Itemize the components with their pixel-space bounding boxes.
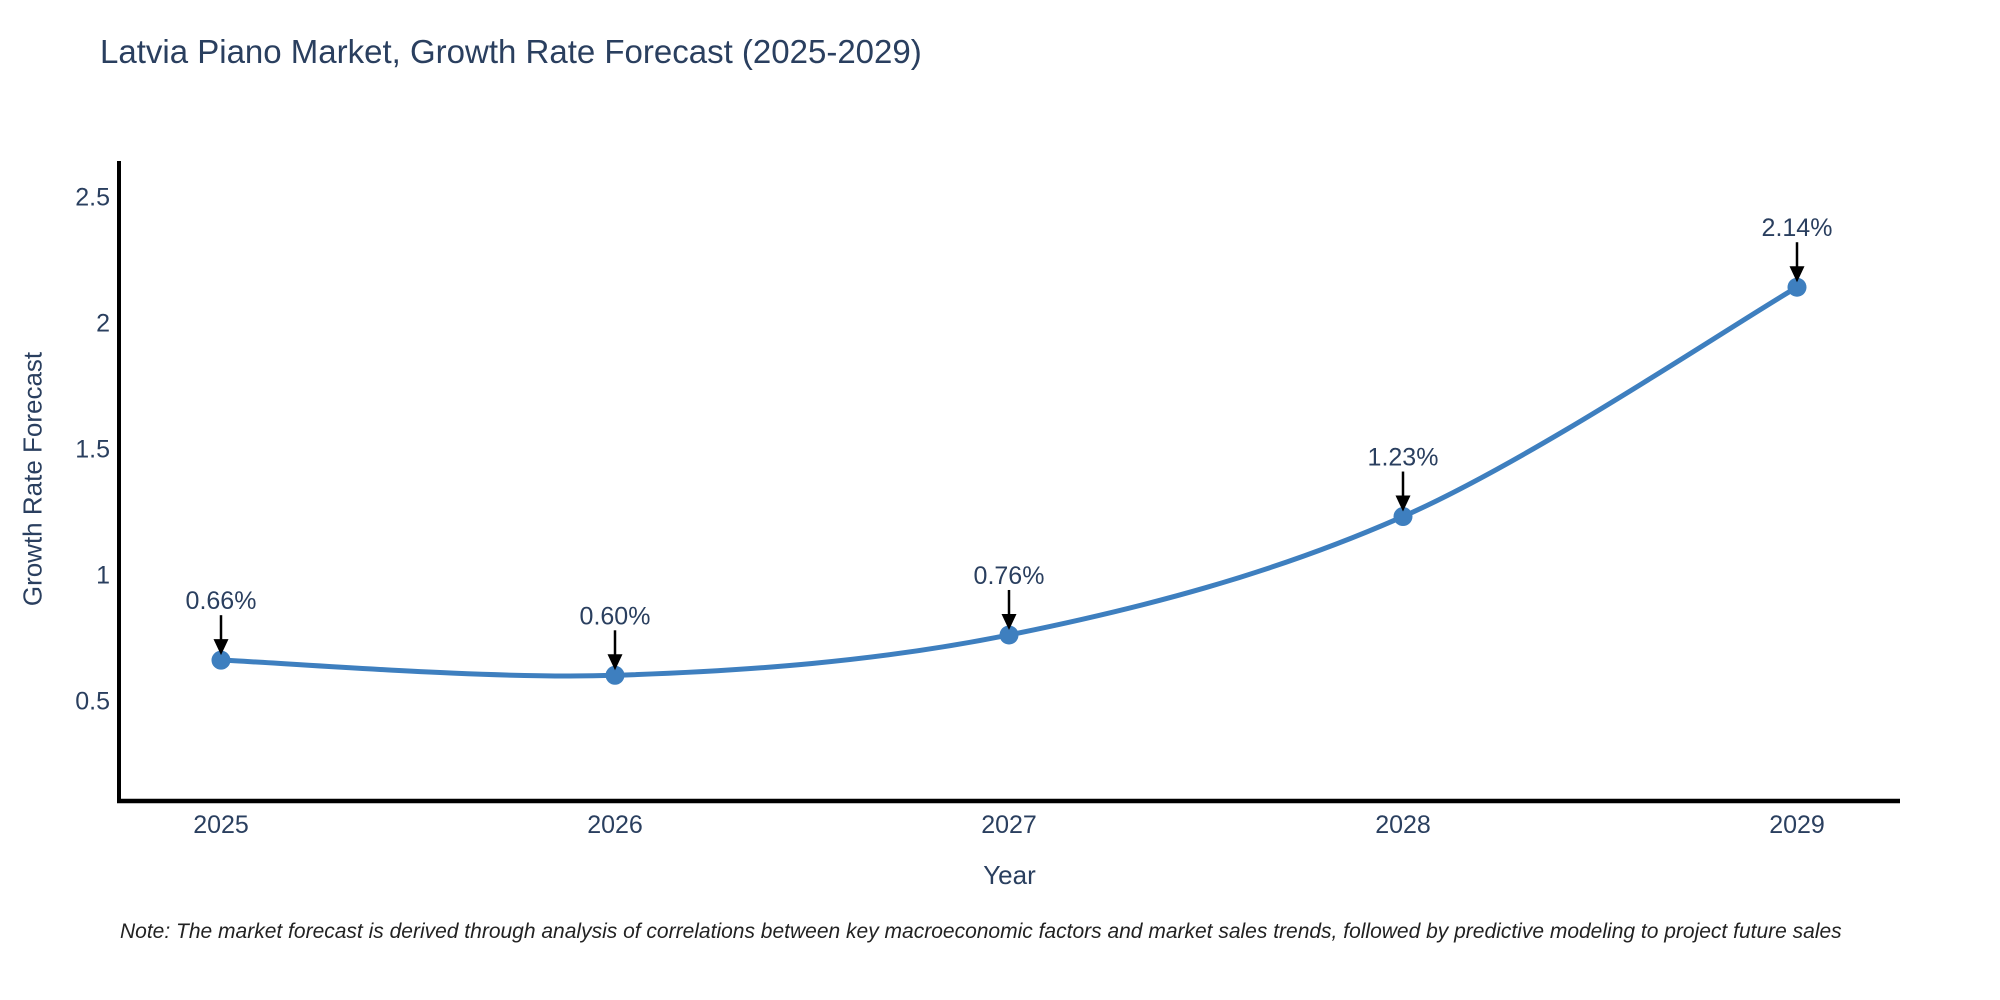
point-annotations: 0.66% 0.60% 0.76% 1.23% 2.14% <box>186 214 1833 671</box>
point-label-2029: 2.14% <box>1762 214 1833 242</box>
y-tick-1.5: 1.5 <box>75 436 110 464</box>
x-tick-2025: 2025 <box>193 811 249 839</box>
x-axis-title: Year <box>983 860 1036 890</box>
annotation-arrowhead-icon <box>1789 266 1805 283</box>
y-tick-2.5: 2.5 <box>75 184 110 212</box>
annotation-arrowhead-icon <box>1001 613 1017 630</box>
data-points <box>211 277 1807 685</box>
x-tick-2028: 2028 <box>1375 811 1431 839</box>
x-tick-labels: 2025 2026 2027 2028 2029 <box>193 811 1825 839</box>
forecast-curve <box>218 284 1800 679</box>
x-tick-2026: 2026 <box>587 811 643 839</box>
y-tick-2: 2 <box>96 310 110 338</box>
point-label-2028: 1.23% <box>1368 444 1439 472</box>
data-point-2025[interactable] <box>211 650 231 670</box>
series-line <box>218 284 1800 679</box>
point-label-2025: 0.66% <box>186 587 257 615</box>
x-tick-2027: 2027 <box>981 811 1037 839</box>
annotation-arrowhead-icon <box>213 639 229 656</box>
footnote: Note: The market forecast is derived thr… <box>120 920 1842 943</box>
data-point-2027[interactable] <box>999 625 1019 645</box>
data-point-2026[interactable] <box>605 665 625 685</box>
x-tick-2029: 2029 <box>1769 811 1825 839</box>
y-tick-0.5: 0.5 <box>75 688 110 716</box>
annotation-arrowhead-icon <box>1395 495 1411 512</box>
y-axis-title: Growth Rate Forecast <box>17 351 48 607</box>
point-label-2026: 0.60% <box>580 602 651 630</box>
point-label-2027: 0.76% <box>974 562 1045 590</box>
y-tick-1: 1 <box>96 562 110 590</box>
chart-title: Latvia Piano Market, Growth Rate Forecas… <box>100 33 922 70</box>
annotation-arrowhead-icon <box>607 654 623 671</box>
y-tick-labels: 0.5 1 1.5 2 2.5 <box>75 184 110 716</box>
data-point-2028[interactable] <box>1393 507 1413 527</box>
data-point-2029[interactable] <box>1787 277 1807 297</box>
